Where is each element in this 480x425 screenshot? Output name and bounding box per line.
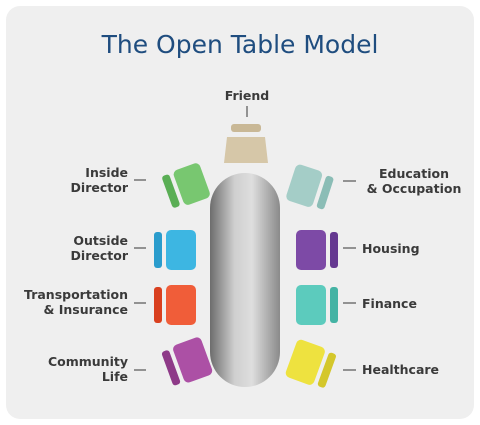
label-transportation-insurance: Transportation & Insurance [22, 287, 128, 317]
chair-finance [296, 285, 338, 325]
label-education-occupation: Education & Occupation [362, 166, 466, 196]
label-housing: Housing [362, 241, 420, 256]
label-transportation-insurance-line2: & Insurance [43, 302, 128, 317]
label-inside-director: Inside Director [40, 165, 128, 195]
chair-friend [224, 124, 268, 163]
chair-education-occupation [286, 164, 334, 210]
chair-transportation-insurance [154, 285, 196, 325]
chair-healthcare [285, 339, 336, 388]
label-community-life-line1: Community [47, 354, 128, 369]
label-education-occupation-line2: & Occupation [366, 181, 462, 196]
label-education-occupation-line1: Education [379, 166, 449, 181]
diagram-title: The Open Table Model [101, 30, 379, 59]
chair-housing [296, 230, 338, 270]
label-friend: Friend [224, 88, 270, 103]
chair-community-life [161, 337, 213, 386]
label-outside-director-line2: Director [70, 248, 128, 263]
label-outside-director: Outside Director [40, 233, 128, 263]
label-community-life: Community Life [40, 354, 128, 384]
label-finance: Finance [362, 296, 417, 311]
table [210, 173, 280, 387]
label-inside-director-line1: Inside [85, 165, 128, 180]
label-transportation-insurance-line1: Transportation [24, 287, 128, 302]
label-inside-director-line2: Director [70, 180, 128, 195]
label-community-life-line2: Life [101, 369, 128, 384]
chair-inside-director [162, 163, 210, 208]
label-healthcare: Healthcare [362, 362, 440, 377]
label-outside-director-line1: Outside [73, 233, 128, 248]
chair-outside-director [154, 230, 196, 270]
